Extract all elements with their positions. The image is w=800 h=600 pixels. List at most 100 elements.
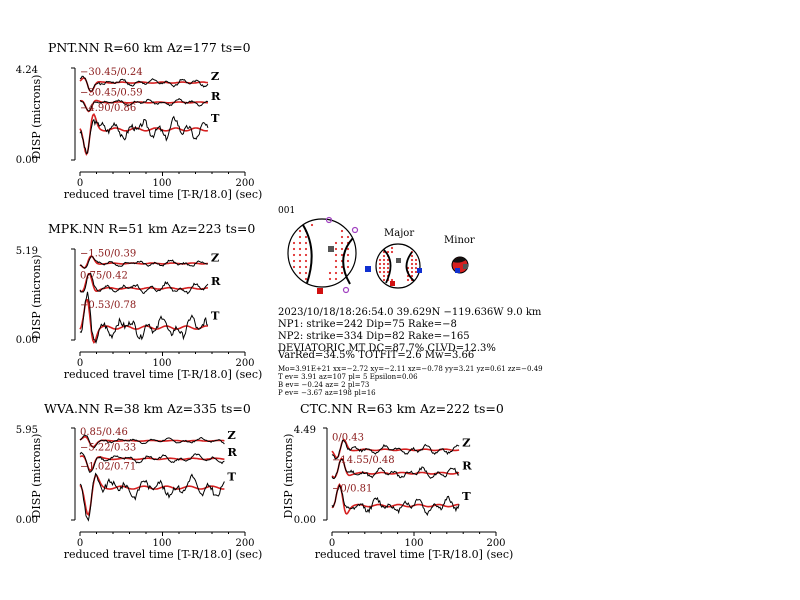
observed-trace-z <box>331 439 460 460</box>
synthetic-trace-t <box>331 482 460 515</box>
traces <box>323 427 497 536</box>
compression-dot <box>334 253 338 257</box>
x-tick-label: 0 <box>77 178 83 189</box>
observed-trace-t <box>331 483 460 517</box>
compression-dot <box>378 258 382 262</box>
trace-label-t: −4.90/0.86 <box>80 103 136 114</box>
compression-dot <box>334 271 338 275</box>
t-axis-marker <box>455 268 460 273</box>
y-axis-label: DISP (microns) <box>30 75 43 160</box>
compression-dot <box>386 258 390 262</box>
station-marker <box>325 216 333 224</box>
x-axis-label: reduced travel time [T-R/18.0] (sec) <box>64 368 263 381</box>
compression-dot <box>340 241 344 245</box>
y-max-label: 4.49 <box>294 425 316 436</box>
x-axis-label: reduced travel time [T-R/18.0] (sec) <box>64 548 263 561</box>
component-label-z: Z <box>211 250 219 264</box>
trace-label-r: 0.75/0.42 <box>80 270 128 281</box>
compression-dot <box>334 265 338 269</box>
observed-trace-r <box>79 451 225 473</box>
compression-dot <box>298 259 302 263</box>
info-small-line: P ev= −3.67 az=198 pl=16 <box>278 389 376 397</box>
nodal-plane-2 <box>405 251 415 282</box>
y-min-label: 0.00 <box>16 335 38 346</box>
info-line: 2023/10/18/18:26:54.0 39.629N −119.636W … <box>278 307 542 318</box>
compression-dot <box>382 270 386 274</box>
b-axis-marker <box>328 246 334 252</box>
compression-dot <box>414 258 418 262</box>
compression-dot <box>382 278 386 282</box>
compression-dot <box>292 265 296 269</box>
compression-dot <box>346 247 350 251</box>
compression-dot <box>414 270 418 274</box>
compression-dot <box>346 253 350 257</box>
observed-trace-r <box>79 272 209 295</box>
trace-label-z: −30.45/0.24 <box>80 67 143 78</box>
compression-dot <box>334 259 338 263</box>
component-label-r: R <box>462 459 472 473</box>
x-tick-label: 100 <box>152 178 171 189</box>
compression-dot <box>292 253 296 257</box>
trace-label-r: −30.45/0.59 <box>80 88 143 99</box>
trace-label-z: 0/0.43 <box>332 433 364 444</box>
x-tick-label: 200 <box>235 178 254 189</box>
compression-dot <box>414 266 418 270</box>
y-min-label: 0.00 <box>16 515 38 526</box>
compression-dots <box>292 223 350 281</box>
compression-dot <box>410 262 414 266</box>
info-small-line: T ev= 3.91 az=107 pl= 5 Epsilon=0.06 <box>278 373 418 381</box>
panel-ctc: CTC.NN R=63 km Az=222 ts=0 4.49 0.00 DIS… <box>282 401 513 561</box>
compression-dot <box>340 229 344 233</box>
compression-dot <box>304 259 308 263</box>
compression-dot <box>298 253 302 257</box>
x-tick-label: 200 <box>235 538 254 549</box>
compression-dot <box>410 270 414 274</box>
trace-labels: −1.50/0.39 0.75/0.42 −0.53/0.78 Z R T <box>80 249 221 323</box>
component-label-r: R <box>227 445 237 459</box>
compression-dot <box>390 246 394 250</box>
info-small-line: Mo=3.91E+21 xx=−2.72 xy=−2.11 xz=−0.78 y… <box>278 365 543 373</box>
compression-dot <box>390 278 394 282</box>
compression-dot <box>390 250 394 254</box>
trace-labels: 0/0.43 −14.55/0.48 −0/0.81 Z R T <box>332 433 472 504</box>
observed-trace-z <box>79 75 209 92</box>
compression-dot <box>386 270 390 274</box>
compression-dot <box>310 223 314 227</box>
compression-dot <box>304 235 308 239</box>
component-label-r: R <box>211 274 221 288</box>
panel-title: CTC.NN R=63 km Az=222 ts=0 <box>300 401 504 416</box>
traces <box>71 427 246 536</box>
trace-labels: −30.45/0.24 −30.45/0.59 −4.90/0.86 Z R T <box>80 67 221 125</box>
p-axis-marker <box>317 288 323 294</box>
event-summary: 001 Major Minor <box>277 206 543 397</box>
compression-dot <box>382 266 386 270</box>
y-min-label: 0.00 <box>16 155 38 166</box>
compression-dot <box>386 250 390 254</box>
component-label-t: T <box>211 111 220 125</box>
synthetic-trace-z <box>331 438 460 459</box>
x-tick-label: 0 <box>329 538 335 549</box>
t-axis-marker <box>417 268 422 273</box>
traces <box>71 248 246 356</box>
trace-label-t: −0/0.81 <box>332 483 372 494</box>
compression-dot <box>298 235 302 239</box>
synthetic-trace-t <box>79 113 209 156</box>
compression-dot <box>378 262 382 266</box>
y-min-label: 0.00 <box>294 515 316 526</box>
minor-dilatation <box>453 257 466 263</box>
nodal-plane-1 <box>302 224 313 284</box>
compression-dot <box>406 278 410 282</box>
component-label-t: T <box>211 309 220 323</box>
trace-label-z: −1.50/0.39 <box>80 249 136 260</box>
observed-trace-z <box>79 434 225 449</box>
beachball-main <box>287 216 371 294</box>
info-line: NP1: strike=242 Dip=75 Rake=−8 <box>278 319 457 330</box>
panel-pnt: PNT.NN R=60 km Az=177 ts=0 4.24 0.00 DIS… <box>16 40 263 201</box>
compression-dot <box>304 277 308 281</box>
compression-dot <box>292 247 296 251</box>
minor-label: Minor <box>444 235 475 246</box>
b-axis-marker <box>396 258 401 263</box>
compression-dot <box>304 271 308 275</box>
compression-dot <box>334 277 338 281</box>
